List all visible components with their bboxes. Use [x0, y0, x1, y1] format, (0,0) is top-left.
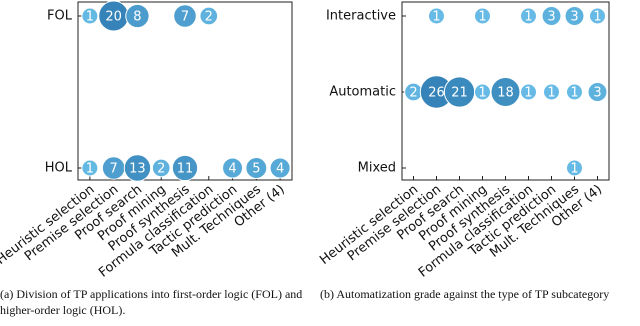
bubble-label: 1 [86, 162, 94, 177]
bubble-label: 26 [428, 86, 445, 101]
bubble-label: 3 [593, 86, 601, 101]
bubble-label: 4 [276, 162, 284, 177]
bubble-label: 1 [432, 10, 440, 25]
y-tick-label: HOL [45, 161, 73, 176]
y-tick-label: Automatic [329, 85, 396, 100]
caption: (b) Automatization grade against the typ… [320, 287, 610, 301]
bubble-label: 2 [157, 162, 165, 177]
bubble [566, 159, 583, 177]
bubble [520, 7, 537, 25]
bubble [81, 7, 99, 25]
bubble-label: 5 [252, 162, 260, 177]
bubble-label: 7 [181, 10, 189, 25]
bubble-label: 2 [205, 10, 213, 25]
bubble [490, 77, 521, 107]
bubble [81, 159, 99, 177]
bubble-label: 1 [570, 162, 578, 177]
bubble [123, 154, 152, 182]
bubble-label: 8 [133, 10, 141, 25]
bubble-label: 13 [129, 162, 146, 177]
bubble [587, 82, 608, 102]
bubble-label: 7 [110, 162, 118, 177]
bubble-label: 1 [478, 10, 486, 25]
bubble [173, 4, 197, 28]
caption: (a) Division of TP applications into fir… [0, 287, 303, 317]
bubble-label: 11 [177, 162, 194, 177]
bubble [269, 157, 291, 179]
bubble [564, 6, 585, 26]
bubble [125, 3, 150, 29]
bubble [151, 158, 171, 178]
bubble [474, 7, 491, 25]
bubble-label: 4 [228, 162, 236, 177]
bubble-label: 18 [497, 86, 514, 101]
bubble [566, 83, 583, 101]
bubble-label: 1 [593, 10, 601, 25]
bubble-label: 1 [86, 10, 94, 25]
bubble [245, 157, 268, 179]
bubble-label: 1 [547, 86, 555, 101]
bubble-label: 2 [409, 86, 417, 101]
bubble [474, 83, 491, 101]
bubble-label: 3 [570, 10, 578, 25]
bubble-label: 21 [451, 86, 468, 101]
bubble [428, 7, 445, 25]
bubble [520, 83, 537, 101]
bubble [541, 6, 562, 26]
y-tick-label: Interactive [326, 9, 396, 24]
bubble-label: 1 [570, 86, 578, 101]
bubble [171, 154, 199, 182]
bubble [589, 7, 606, 25]
bubble-label: 1 [524, 10, 532, 25]
bubble-label: 3 [547, 10, 555, 25]
bubble [199, 6, 219, 26]
bubble-label: 1 [478, 86, 486, 101]
bubble-label: 20 [105, 10, 122, 25]
bubble [543, 83, 560, 101]
y-tick-label: FOL [47, 9, 73, 24]
bubble [222, 157, 244, 179]
bubble-label: 1 [524, 86, 532, 101]
y-tick-label: Mixed [358, 161, 396, 176]
